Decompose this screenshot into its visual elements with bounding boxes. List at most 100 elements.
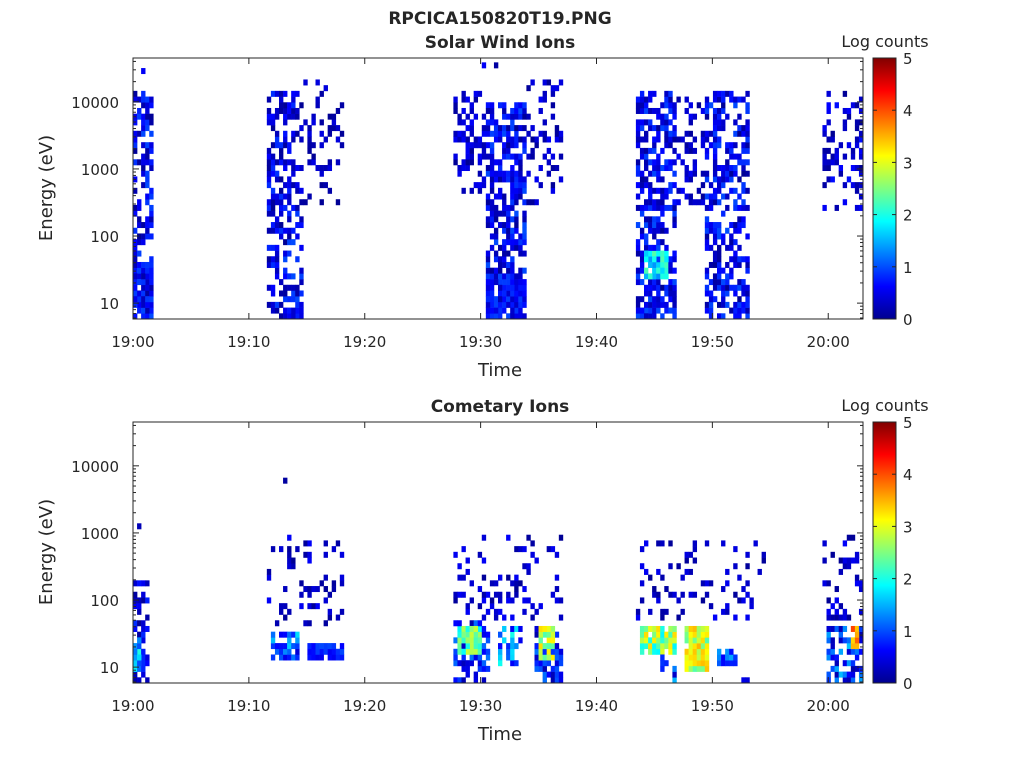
heatmap-cell — [729, 239, 734, 246]
heatmap-cell — [830, 643, 835, 650]
heatmap-cell — [700, 193, 706, 200]
heatmap-cell — [477, 603, 483, 610]
heatmap-cell — [684, 568, 689, 575]
heatmap-cell — [279, 654, 284, 661]
heatmap-cell — [534, 643, 539, 650]
heatmap-cell — [656, 643, 661, 650]
heatmap-cell — [826, 165, 831, 172]
heatmap-cell — [489, 142, 495, 149]
heatmap-cell — [834, 147, 839, 154]
heatmap-cell — [510, 182, 515, 189]
heatmap-cell — [145, 660, 150, 667]
heatmap-cell — [688, 130, 693, 137]
heatmap-cell — [339, 580, 345, 587]
heatmap-cell — [145, 170, 150, 177]
heatmap-cell — [846, 648, 852, 655]
heatmap-cell — [725, 142, 730, 149]
heatmap-cell — [319, 199, 324, 206]
heatmap-cell — [688, 631, 693, 638]
heatmap-cell — [554, 665, 560, 672]
heatmap-cell — [299, 187, 304, 194]
heatmap-cell — [692, 147, 698, 154]
heatmap-cell — [635, 301, 641, 308]
heatmap-cell — [453, 159, 458, 166]
heatmap-cell — [518, 113, 523, 120]
heatmap-cell — [266, 284, 272, 291]
heatmap-cell — [648, 204, 653, 211]
heatmap-cell — [725, 603, 730, 610]
heatmap-cell — [137, 654, 142, 661]
heatmap-cell — [676, 199, 681, 206]
heatmap-cell — [834, 654, 839, 661]
heatmap-cell — [287, 557, 292, 564]
heatmap-cell — [461, 654, 466, 661]
heatmap-cell — [485, 591, 491, 598]
heatmap-cell — [279, 222, 284, 229]
heatmap-cell — [854, 631, 860, 638]
heatmap-cell — [506, 222, 511, 229]
heatmap-cell — [481, 660, 487, 667]
heatmap-cell — [145, 193, 150, 200]
heatmap-cell — [668, 102, 673, 109]
heatmap-cell — [510, 284, 515, 291]
heatmap-cell — [506, 313, 511, 319]
heatmap-cell — [729, 267, 734, 274]
heatmap-cell — [465, 159, 470, 166]
heatmap-cell — [299, 279, 304, 286]
heatmap-cell — [502, 107, 507, 114]
heatmap-cell — [635, 159, 641, 166]
heatmap-cell — [704, 147, 710, 154]
heatmap-cell — [526, 170, 531, 177]
heatmap-cell — [465, 671, 470, 678]
heatmap-cell — [291, 107, 296, 114]
heatmap-cell — [684, 654, 689, 661]
heatmap-cell — [270, 307, 276, 314]
heatmap-cell — [700, 107, 706, 114]
heatmap-cell — [518, 301, 523, 308]
heatmap-cell — [498, 284, 503, 291]
heatmap-cell — [522, 142, 527, 149]
heatmap-cell — [721, 284, 726, 291]
heatmap-cell — [506, 130, 511, 137]
heatmap-cell — [660, 614, 665, 621]
heatmap-cell — [274, 256, 280, 263]
heatmap-cell — [307, 159, 312, 166]
heatmap-cell — [668, 307, 673, 314]
heatmap-cell — [745, 256, 750, 263]
heatmap-cell — [473, 648, 479, 655]
heatmap-cell — [712, 159, 718, 166]
heatmap-cell — [498, 187, 503, 194]
heatmap-cell — [502, 290, 507, 297]
heatmap-cell — [461, 665, 466, 672]
heatmap-cell — [323, 85, 328, 92]
heatmap-cell — [741, 256, 746, 263]
heatmap-cell — [684, 176, 689, 183]
heatmap-cell — [648, 244, 653, 251]
heatmap-cell — [319, 580, 324, 587]
heatmap-cell — [266, 176, 272, 183]
heatmap-cell — [704, 216, 710, 223]
heatmap-cell — [644, 136, 649, 143]
heatmap-cell — [514, 239, 519, 246]
heatmap-cell — [477, 159, 483, 166]
heatmap-cell — [335, 107, 341, 114]
heatmap-cell — [279, 107, 284, 114]
heatmap-cell — [327, 165, 333, 172]
heatmap-cell — [652, 631, 657, 638]
heatmap-cell — [522, 586, 527, 593]
heatmap-cell — [858, 625, 863, 632]
heatmap-cell — [522, 199, 527, 206]
heatmap-cell — [266, 244, 272, 251]
heatmap-cell — [741, 222, 746, 229]
heatmap-cell — [639, 546, 645, 553]
heatmap-cell — [498, 244, 503, 251]
heatmap-cell — [457, 637, 462, 644]
heatmap-cell — [279, 648, 284, 655]
heatmap-cell — [307, 603, 312, 610]
heatmap-cell — [652, 136, 657, 143]
heatmap-cell — [745, 580, 750, 587]
heatmap-cell — [737, 153, 742, 160]
heatmap-cell — [704, 284, 710, 291]
heatmap-cell — [858, 671, 863, 678]
heatmap-cell — [717, 648, 722, 655]
